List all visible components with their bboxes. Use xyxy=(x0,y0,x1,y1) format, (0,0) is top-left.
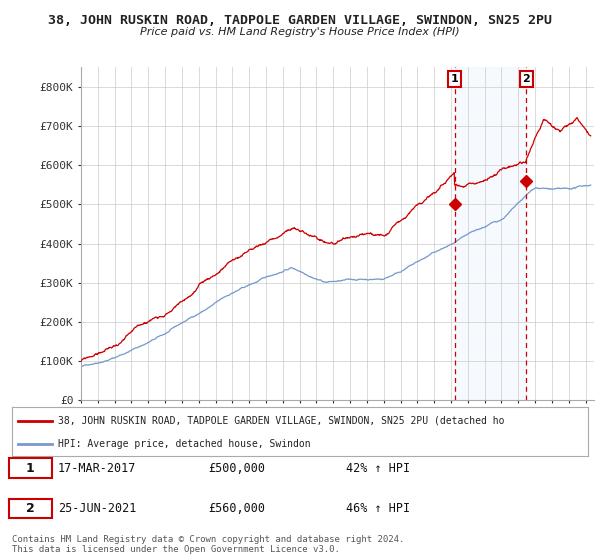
Bar xyxy=(455,67,526,400)
FancyBboxPatch shape xyxy=(9,459,52,478)
Text: Contains HM Land Registry data © Crown copyright and database right 2024.
This d: Contains HM Land Registry data © Crown c… xyxy=(12,535,404,554)
Text: 46% ↑ HPI: 46% ↑ HPI xyxy=(346,502,410,515)
Text: 42% ↑ HPI: 42% ↑ HPI xyxy=(346,461,410,475)
Text: £500,000: £500,000 xyxy=(208,461,265,475)
Text: HPI: Average price, detached house, Swindon: HPI: Average price, detached house, Swin… xyxy=(58,439,311,449)
Text: 2: 2 xyxy=(523,74,530,84)
Text: 38, JOHN RUSKIN ROAD, TADPOLE GARDEN VILLAGE, SWINDON, SN25 2PU: 38, JOHN RUSKIN ROAD, TADPOLE GARDEN VIL… xyxy=(48,14,552,27)
Text: 38, JOHN RUSKIN ROAD, TADPOLE GARDEN VILLAGE, SWINDON, SN25 2PU (detached ho: 38, JOHN RUSKIN ROAD, TADPOLE GARDEN VIL… xyxy=(58,416,505,426)
Text: £560,000: £560,000 xyxy=(208,502,265,515)
Text: 17-MAR-2017: 17-MAR-2017 xyxy=(58,461,136,475)
Text: 2: 2 xyxy=(26,502,35,515)
Text: 1: 1 xyxy=(451,74,458,84)
Text: 25-JUN-2021: 25-JUN-2021 xyxy=(58,502,136,515)
FancyBboxPatch shape xyxy=(9,499,52,518)
Text: Price paid vs. HM Land Registry's House Price Index (HPI): Price paid vs. HM Land Registry's House … xyxy=(140,27,460,37)
Text: 1: 1 xyxy=(26,461,35,475)
